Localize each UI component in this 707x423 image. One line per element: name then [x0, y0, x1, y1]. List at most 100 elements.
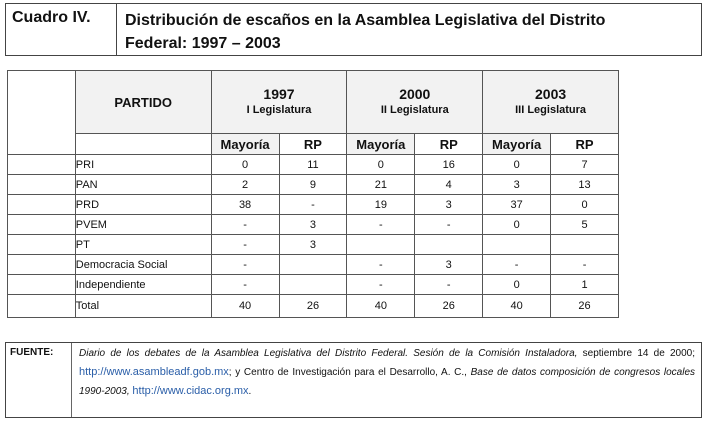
source-citation-2: Base de datos composición de congresos l… — [79, 367, 695, 397]
year-header-2000: 2000 II Legislatura — [346, 70, 484, 134]
seat-value: 40 — [210, 294, 280, 318]
table-row: Independiente - - -0 1 — [7, 274, 619, 295]
seat-value — [550, 234, 619, 255]
header-row-years: PARTIDO 1997 I Legislatura 2000 II Legis… — [7, 70, 619, 155]
seat-value: 0 — [550, 194, 619, 215]
seat-value: 16 — [414, 154, 484, 175]
seat-value: 13 — [550, 174, 619, 195]
seat-value — [278, 274, 348, 295]
seat-value: - — [210, 254, 280, 275]
mayoria-header: Mayoría — [482, 133, 552, 155]
seat-value: 11 — [278, 154, 348, 175]
seat-value: 26 — [278, 294, 348, 318]
partido-subheader-blank — [74, 133, 212, 155]
seat-value: - — [346, 254, 416, 275]
seat-value: - — [346, 214, 416, 235]
seat-value — [346, 234, 416, 255]
seat-value: 40 — [346, 294, 416, 318]
table-caption-box: Cuadro IV. Distribución de escaños en la… — [5, 3, 702, 56]
party-name: PRD — [74, 194, 212, 215]
mayoria-header: Mayoría — [210, 133, 280, 155]
table-row: PRI 0 11 0 16 0 7 — [7, 154, 619, 175]
seat-value: 3 — [482, 174, 552, 195]
source-label: FUENTE: — [6, 343, 72, 417]
party-name: Total — [74, 294, 212, 318]
seat-value: - — [414, 214, 484, 235]
source-link-cidac[interactable]: http://www.cidac.org.mx — [132, 385, 249, 397]
seat-value: 37 — [482, 194, 552, 215]
total-row: Total 40 26 40 26 40 26 — [7, 294, 619, 318]
legislature-label: III Legislatura — [515, 104, 587, 116]
seat-value: 0 — [482, 274, 552, 295]
seats-table: PARTIDO 1997 I Legislatura 2000 II Legis… — [7, 70, 619, 318]
table-row: PAN 2 9 21 4 3 13 — [7, 174, 619, 195]
year-label: 2000 — [399, 86, 431, 102]
seat-value: 7 — [550, 154, 619, 175]
rp-header: RP — [414, 133, 484, 155]
seat-value: 3 — [414, 254, 484, 275]
seat-value: - — [210, 214, 280, 235]
party-name: PT — [74, 234, 212, 255]
caption-title-line-1: Distribución de escaños en la Asamblea L… — [125, 12, 606, 29]
seat-value: 21 — [346, 174, 416, 195]
seat-value: 4 — [414, 174, 484, 195]
seat-value: - — [414, 274, 484, 295]
seat-value: 0 — [346, 154, 416, 175]
source-text: Diario de los debates de la Asamblea Leg… — [72, 343, 701, 417]
seat-value: 3 — [278, 234, 348, 255]
seat-value: 26 — [414, 294, 484, 318]
seat-value: 26 — [550, 294, 619, 318]
mayoria-header: Mayoría — [346, 133, 416, 155]
seat-value: - — [210, 274, 280, 295]
table-row: PRD 38-19 3 37 0 — [7, 194, 619, 215]
party-name: Independiente — [74, 274, 212, 295]
party-name: PVEM — [74, 214, 212, 235]
table-row: PVEM -3- -0 5 — [7, 214, 619, 235]
table-row: Democracia Social - -3- - — [7, 254, 619, 275]
row-side-cell — [7, 174, 76, 195]
source-citation-1: Diario de los debates de la Asamblea Leg… — [79, 348, 578, 359]
year-label: 2003 — [535, 86, 567, 102]
source-link-asamblea[interactable]: http://www.asambleadf.gob.mx — [79, 366, 229, 378]
year-label: 1997 — [263, 86, 295, 102]
row-side-cell — [7, 234, 76, 255]
partido-header: PARTIDO — [74, 70, 212, 134]
seat-value: 19 — [346, 194, 416, 215]
party-name: PRI — [74, 154, 212, 175]
row-side-cell — [7, 154, 76, 175]
seat-value — [414, 234, 484, 255]
legislature-label: II Legislatura — [380, 104, 449, 116]
seat-value: 0 — [210, 154, 280, 175]
row-side-cell — [7, 194, 76, 215]
seat-value: 5 — [550, 214, 619, 235]
rp-header: RP — [278, 133, 348, 155]
row-side-cell — [7, 274, 76, 295]
seat-value: 2 — [210, 174, 280, 195]
seat-value: 0 — [482, 154, 552, 175]
legislature-label: I Legislatura — [246, 104, 312, 116]
seat-value — [278, 254, 348, 275]
caption-title: Distribución de escaños en la Asamblea L… — [117, 4, 701, 55]
table-body: PRI 0 11 0 16 0 7 PAN 2 9 21 4 3 13 PRD 38-19 3 37 0 PVEM -3… — [7, 154, 619, 318]
seat-value: - — [278, 194, 348, 215]
seat-value: 9 — [278, 174, 348, 195]
party-name: PAN — [74, 174, 212, 195]
party-name: Democracia Social — [74, 254, 212, 275]
source-end: . — [248, 386, 252, 397]
table-row: PT -3 — [7, 234, 619, 255]
seat-value — [482, 234, 552, 255]
seat-value: - — [482, 254, 552, 275]
rp-header: RP — [550, 133, 619, 155]
caption-title-line-2: Federal: 1997 – 2003 — [125, 35, 281, 52]
seat-value: - — [550, 254, 619, 275]
seat-value: - — [346, 274, 416, 295]
seat-value: 40 — [482, 294, 552, 318]
source-box: FUENTE: Diario de los debates de la Asam… — [5, 342, 702, 418]
seat-value: 3 — [414, 194, 484, 215]
corner-cell — [7, 70, 76, 155]
source-date: septiembre 14 de 2000; — [577, 348, 695, 359]
seat-value: 3 — [278, 214, 348, 235]
seat-value: 38 — [210, 194, 280, 215]
year-header-1997: 1997 I Legislatura — [210, 70, 348, 134]
row-side-cell — [7, 294, 76, 318]
